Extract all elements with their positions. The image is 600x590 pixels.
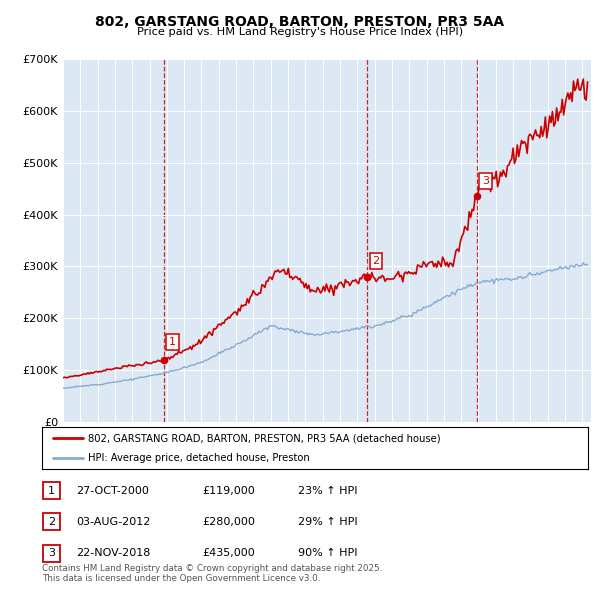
Text: 3: 3 <box>48 548 55 558</box>
Text: £119,000: £119,000 <box>202 486 255 496</box>
Text: 27-OCT-2000: 27-OCT-2000 <box>76 486 149 496</box>
FancyBboxPatch shape <box>43 545 60 562</box>
Text: 2: 2 <box>48 517 55 527</box>
Text: Price paid vs. HM Land Registry's House Price Index (HPI): Price paid vs. HM Land Registry's House … <box>137 27 463 37</box>
Text: Contains HM Land Registry data © Crown copyright and database right 2025.
This d: Contains HM Land Registry data © Crown c… <box>42 563 382 583</box>
Text: 03-AUG-2012: 03-AUG-2012 <box>76 517 151 527</box>
FancyBboxPatch shape <box>43 513 60 530</box>
Text: 1: 1 <box>48 486 55 496</box>
Text: 22-NOV-2018: 22-NOV-2018 <box>76 548 151 558</box>
FancyBboxPatch shape <box>43 482 60 499</box>
Text: HPI: Average price, detached house, Preston: HPI: Average price, detached house, Pres… <box>88 453 310 463</box>
Text: 90% ↑ HPI: 90% ↑ HPI <box>298 548 358 558</box>
Text: 3: 3 <box>482 176 489 186</box>
Text: 29% ↑ HPI: 29% ↑ HPI <box>298 517 358 527</box>
Text: 1: 1 <box>169 337 176 347</box>
Text: 802, GARSTANG ROAD, BARTON, PRESTON, PR3 5AA (detached house): 802, GARSTANG ROAD, BARTON, PRESTON, PR3… <box>88 433 441 443</box>
Text: £280,000: £280,000 <box>202 517 255 527</box>
Text: £435,000: £435,000 <box>202 548 255 558</box>
Text: 802, GARSTANG ROAD, BARTON, PRESTON, PR3 5AA: 802, GARSTANG ROAD, BARTON, PRESTON, PR3… <box>95 15 505 29</box>
Text: 23% ↑ HPI: 23% ↑ HPI <box>298 486 358 496</box>
Text: 2: 2 <box>373 256 380 266</box>
